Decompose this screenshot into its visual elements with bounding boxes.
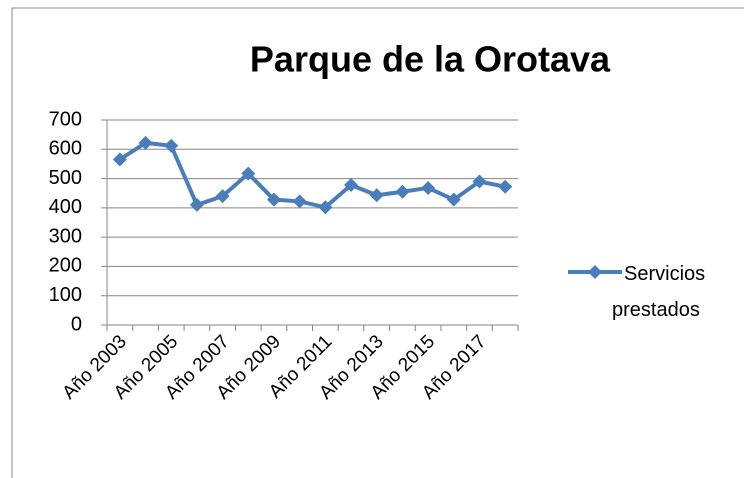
- chart-title: Parque de la Orotava: [250, 39, 611, 80]
- point-marker: [164, 138, 179, 153]
- y-tick-label: 400: [49, 196, 82, 218]
- y-tick-label: 0: [71, 313, 82, 335]
- point-marker: [446, 192, 461, 207]
- y-tick-label: 300: [49, 225, 82, 247]
- y-tick-label: 600: [49, 138, 82, 160]
- point-marker: [421, 180, 436, 195]
- legend-marker: [588, 265, 602, 279]
- point-marker: [292, 194, 307, 209]
- y-tick-label: 500: [49, 167, 82, 189]
- legend-label: Servicios prestados: [612, 263, 706, 321]
- point-marker: [241, 166, 256, 181]
- chart-frame: [11, 7, 744, 478]
- point-marker: [138, 135, 153, 150]
- point-marker: [498, 179, 513, 194]
- point-marker: [112, 152, 127, 167]
- point-marker: [215, 189, 230, 204]
- point-marker: [395, 184, 410, 199]
- y-tick-label: 200: [49, 255, 82, 277]
- point-marker: [318, 200, 333, 215]
- point-marker: [369, 188, 384, 203]
- point-marker: [266, 192, 281, 207]
- y-tick-label: 100: [49, 284, 82, 306]
- point-marker: [189, 197, 204, 212]
- point-marker: [472, 174, 487, 189]
- series-line: [118, 140, 506, 210]
- point-marker: [344, 178, 359, 193]
- y-tick-label: 700: [49, 108, 82, 130]
